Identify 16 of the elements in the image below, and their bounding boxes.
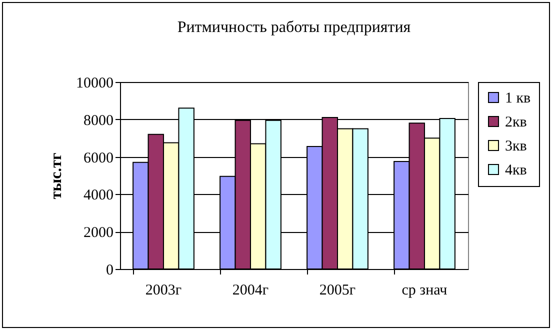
legend-label: 3кв	[505, 138, 527, 154]
y-tick-label: 4000	[84, 188, 114, 204]
y-axis-title: тыс.тг	[48, 152, 65, 200]
y-tick-label: 8000	[84, 112, 114, 129]
x-tick-label: 2004г	[232, 282, 269, 298]
x-tick-label: ср знач	[402, 282, 448, 298]
y-tick-label: 2000	[84, 225, 114, 242]
legend-label: 2кв	[505, 114, 527, 130]
y-tick-label: 6000	[84, 150, 114, 166]
x-tick-label: 2003г	[145, 282, 182, 298]
x-tick-label: 2005г	[319, 282, 356, 298]
y-tick-label: 0	[106, 262, 114, 278]
legend-label: 4кв	[505, 162, 527, 178]
chart-title: Ритмичность работы предприятия	[177, 19, 412, 36]
legend-label: 1 кв	[505, 90, 531, 106]
y-tick-label: 10000	[76, 76, 114, 92]
